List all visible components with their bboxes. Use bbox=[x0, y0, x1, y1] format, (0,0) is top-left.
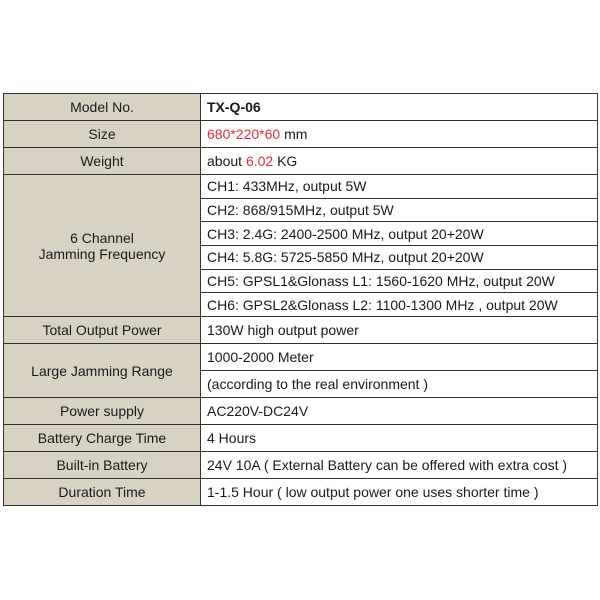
value-channel-5: CH5: GPSL1&Glonass L1: 1560-1620 MHz, ou… bbox=[200, 268, 598, 294]
value-range-1: 1000-2000 Meter bbox=[200, 343, 598, 372]
value-range-2: (according to the real environment ) bbox=[200, 370, 598, 399]
value-power-supply: AC220V-DC24V bbox=[200, 397, 598, 426]
value-duration: 1-1.5 Hour ( low output power one uses s… bbox=[200, 478, 598, 507]
label-model: Model No. bbox=[3, 93, 201, 121]
weight-unit: KG bbox=[273, 153, 298, 169]
row-range: Large Jamming Range 1000-2000 Meter bbox=[3, 343, 598, 399]
row-battery: Built-in Battery 24V 10A ( External Batt… bbox=[3, 451, 598, 480]
label-charge-time: Battery Charge Time bbox=[3, 424, 201, 453]
label-power-supply: Power supply bbox=[3, 397, 201, 426]
value-model: TX-Q-06 bbox=[200, 93, 598, 121]
value-total-output: 130W high output power bbox=[200, 316, 598, 345]
value-channel-1: CH1: 433MHz, output 5W bbox=[200, 174, 598, 199]
row-size: Size 680*220*60 mm bbox=[3, 120, 598, 148]
row-weight: Weight about 6.02 KG bbox=[3, 147, 598, 175]
size-dimensions: 680*220*60 bbox=[207, 126, 281, 142]
row-channel: 6 Channel Jamming Frequency CH1: 433MHz, … bbox=[3, 173, 598, 318]
label-range: Large Jamming Range bbox=[3, 343, 201, 399]
row-charge-time: Battery Charge Time 4 Hours bbox=[3, 424, 598, 453]
value-battery: 24V 10A ( External Battery can be offere… bbox=[200, 451, 598, 480]
row-model: Model No. TX-Q-06 bbox=[3, 93, 598, 121]
row-power-supply: Power supply AC220V-DC24V bbox=[3, 397, 598, 426]
row-channel: CH2: 868/915MHz, output 5W bbox=[4, 197, 598, 223]
value-weight: about 6.02 KG bbox=[200, 147, 598, 175]
value-channel-4: CH4: 5.8G: 5725-5850 MHz, output 20+20W bbox=[200, 245, 598, 270]
value-charge-time: 4 Hours bbox=[200, 424, 598, 453]
size-unit: mm bbox=[280, 126, 308, 142]
row-range-note: (according to the real environment ) bbox=[4, 370, 598, 399]
label-channels-line2: Jamming Frequency bbox=[38, 245, 166, 262]
weight-prefix: about bbox=[207, 153, 246, 169]
row-duration: Duration Time 1-1.5 Hour ( low output po… bbox=[3, 478, 598, 507]
label-duration: Duration Time bbox=[3, 478, 201, 507]
label-channels: 6 Channel Jamming Frequency bbox=[3, 173, 201, 318]
value-channel-6: CH6: GPSL2&Glonass L2: 1100-1300 MHz , o… bbox=[200, 292, 598, 318]
label-weight: Weight bbox=[3, 147, 201, 175]
weight-number: 6.02 bbox=[245, 153, 274, 169]
row-channel: CH4: 5.8G: 5725-5850 MHz, output 20+20W bbox=[4, 245, 598, 270]
spec-table: Model No. TX-Q-06 Size 680*220*60 mm Wei… bbox=[3, 93, 598, 507]
row-channel: CH5: GPSL1&Glonass L1: 1560-1620 MHz, ou… bbox=[4, 268, 598, 294]
value-channel-3: CH3: 2.4G: 2400-2500 MHz, output 20+20W bbox=[200, 221, 598, 247]
value-size: 680*220*60 mm bbox=[200, 120, 598, 148]
value-channel-2: CH2: 868/915MHz, output 5W bbox=[200, 197, 598, 223]
label-battery: Built-in Battery bbox=[3, 451, 201, 480]
row-total-output: Total Output Power 130W high output powe… bbox=[3, 316, 598, 345]
label-size: Size bbox=[3, 120, 201, 148]
label-channels-line1: 6 Channel bbox=[70, 229, 134, 246]
row-channel: CH3: 2.4G: 2400-2500 MHz, output 20+20W bbox=[4, 221, 598, 247]
label-total-output: Total Output Power bbox=[3, 316, 201, 345]
